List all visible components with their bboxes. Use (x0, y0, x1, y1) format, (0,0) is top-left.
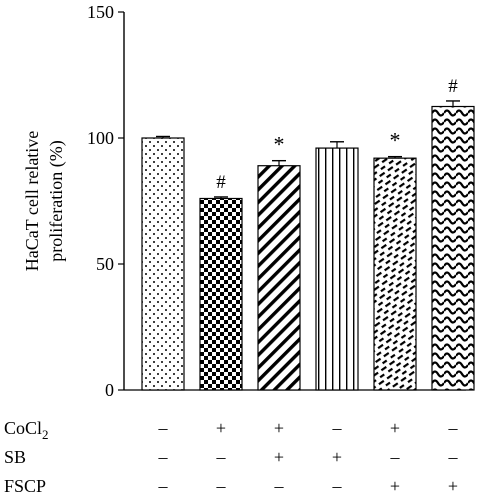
treatment-mark: – (158, 476, 169, 496)
bar-3 (257, 165, 301, 391)
treatment-mark: + (448, 476, 458, 496)
bar-4 (315, 147, 359, 391)
treatment-label: FSCP (4, 476, 46, 496)
treatment-mark: – (158, 418, 169, 438)
treatment-mark: + (216, 418, 226, 438)
significance-mark: * (274, 132, 285, 157)
treatment-label-text: CoCl (4, 418, 42, 438)
y-tick-label: 50 (96, 254, 114, 274)
treatment-mark: – (216, 447, 227, 467)
treatment-mark: – (216, 476, 227, 496)
treatment-mark: – (448, 418, 459, 438)
treatment-label: SB (4, 447, 26, 467)
data-labels: # * * # (216, 76, 458, 193)
treatment-mark: + (274, 418, 284, 438)
y-tick-label: 150 (87, 2, 114, 22)
y-axis-label: HaCaT cell relative proliferation (%) (22, 131, 67, 272)
bar-6 (431, 105, 475, 391)
treatment-mark: – (332, 476, 343, 496)
treatment-mark: + (390, 476, 400, 496)
y-axis-label-line: proliferation (%) (46, 140, 67, 261)
treatment-label-text: SB (4, 447, 26, 467)
treatment-mark: + (274, 447, 284, 467)
treatment-label-text: FSCP (4, 476, 46, 496)
bar-5 (373, 157, 417, 391)
y-tick-label: 0 (105, 380, 114, 400)
treatment-mark: + (332, 447, 342, 467)
treatment-table: CoCl2 – + + – + – SB – – + + – – FSCP – – – – + + (4, 418, 459, 496)
y-tick-label: 100 (87, 128, 114, 148)
significance-mark: # (216, 172, 226, 193)
treatment-mark: – (332, 418, 343, 438)
treatment-label-subscript: 2 (42, 427, 49, 442)
treatment-label: CoCl2 (4, 418, 49, 442)
treatment-mark: – (274, 476, 285, 496)
bars (141, 100, 475, 391)
treatment-mark: – (448, 447, 459, 467)
axes: 0 50 100 150 HaCaT cell relative proliferatio… (22, 2, 466, 400)
treatment-mark: + (390, 418, 400, 438)
treatment-mark: – (390, 447, 401, 467)
significance-mark: # (448, 76, 458, 97)
bar-2 (199, 197, 243, 391)
treatment-mark: – (158, 447, 169, 467)
bar-1 (141, 137, 185, 391)
y-axis-label-line: HaCaT cell relative (22, 131, 42, 272)
significance-mark: * (390, 128, 401, 153)
